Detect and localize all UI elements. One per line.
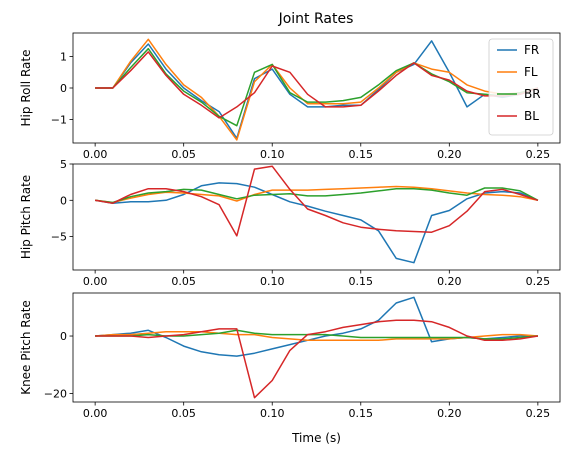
series-line-bl bbox=[95, 51, 539, 119]
legend-box bbox=[488, 38, 554, 136]
x-tick-label: 0.05 bbox=[171, 407, 196, 420]
x-tick-label: 0.25 bbox=[526, 407, 551, 420]
series-line-bl bbox=[95, 319, 539, 399]
series-line-br bbox=[95, 47, 539, 127]
x-tick-label: 0.15 bbox=[349, 407, 374, 420]
y-axis-label: Hip Pitch Rate bbox=[19, 175, 33, 259]
legend-label-bl: BL bbox=[524, 109, 539, 123]
x-tick-label: 0.20 bbox=[437, 275, 462, 288]
subplot-1: 0.00 0.05 0.10 0.15 0.20 0.25 −1 0 1 Hip Roll Rat… bbox=[19, 32, 561, 161]
y-tick-label: −5 bbox=[51, 231, 67, 244]
series-line-fl bbox=[95, 185, 539, 204]
x-tick-label: 0.10 bbox=[260, 148, 285, 161]
x-tick-label: 0.05 bbox=[171, 275, 196, 288]
x-axis-label: Time (s) bbox=[291, 431, 341, 445]
y-tick-label: 0 bbox=[60, 330, 67, 343]
series-line-bl bbox=[94, 165, 539, 237]
y-axis-label: Knee Pitch Rate bbox=[19, 300, 33, 395]
figure-title: Joint Rates bbox=[278, 11, 354, 27]
x-tick-label: 0.15 bbox=[349, 148, 374, 161]
axes-frame bbox=[72, 163, 561, 271]
x-tick-label: 0.25 bbox=[526, 275, 551, 288]
series-line-fr bbox=[95, 40, 539, 140]
subplots: 0.00 0.05 0.10 0.15 0.20 0.25 −1 0 1 Hip Roll Rat… bbox=[19, 32, 561, 445]
series-lines bbox=[94, 165, 539, 264]
x-tick-label: 0.20 bbox=[437, 148, 462, 161]
series-line-fr bbox=[94, 182, 539, 264]
x-tick-label: 0.00 bbox=[83, 275, 108, 288]
subplot-2: 0.00 0.05 0.10 0.15 0.20 0.25 −5 0 5 Hip Pitch Ra… bbox=[19, 158, 561, 288]
y-tick-label: 0 bbox=[60, 82, 67, 95]
axes-frame bbox=[72, 292, 561, 403]
y-tick-label: −20 bbox=[44, 387, 67, 400]
x-tick-label: 0.10 bbox=[260, 275, 285, 288]
y-tick-label: 1 bbox=[60, 51, 67, 64]
series-line-fl bbox=[95, 38, 539, 141]
x-tick-label: 0.00 bbox=[83, 148, 108, 161]
series-lines bbox=[95, 38, 539, 141]
x-tick-label: 0.10 bbox=[260, 407, 285, 420]
x-tick-label: 0.25 bbox=[526, 148, 551, 161]
legend-label-fl: FL bbox=[524, 65, 538, 79]
y-axis-label: Hip Roll Rate bbox=[19, 50, 33, 127]
x-tick-label: 0.05 bbox=[171, 148, 196, 161]
y-tick-label: 0 bbox=[60, 194, 67, 207]
y-tick-label: −1 bbox=[51, 113, 67, 126]
legend: FR FL BR BL bbox=[488, 38, 554, 136]
y-tick-label: 5 bbox=[60, 158, 67, 171]
series-lines bbox=[95, 296, 539, 399]
axes-frame bbox=[72, 32, 561, 144]
x-tick-label: 0.20 bbox=[437, 407, 462, 420]
subplot-3: 0.00 0.05 0.10 0.15 0.20 0.25 −20 0 Knee Pitch R… bbox=[19, 292, 561, 445]
legend-label-fr: FR bbox=[524, 43, 539, 57]
x-tick-label: 0.15 bbox=[349, 275, 374, 288]
legend-label-br: BR bbox=[524, 87, 541, 101]
series-line-br bbox=[95, 187, 539, 204]
x-tick-label: 0.00 bbox=[83, 407, 108, 420]
series-line-fr bbox=[95, 296, 538, 357]
